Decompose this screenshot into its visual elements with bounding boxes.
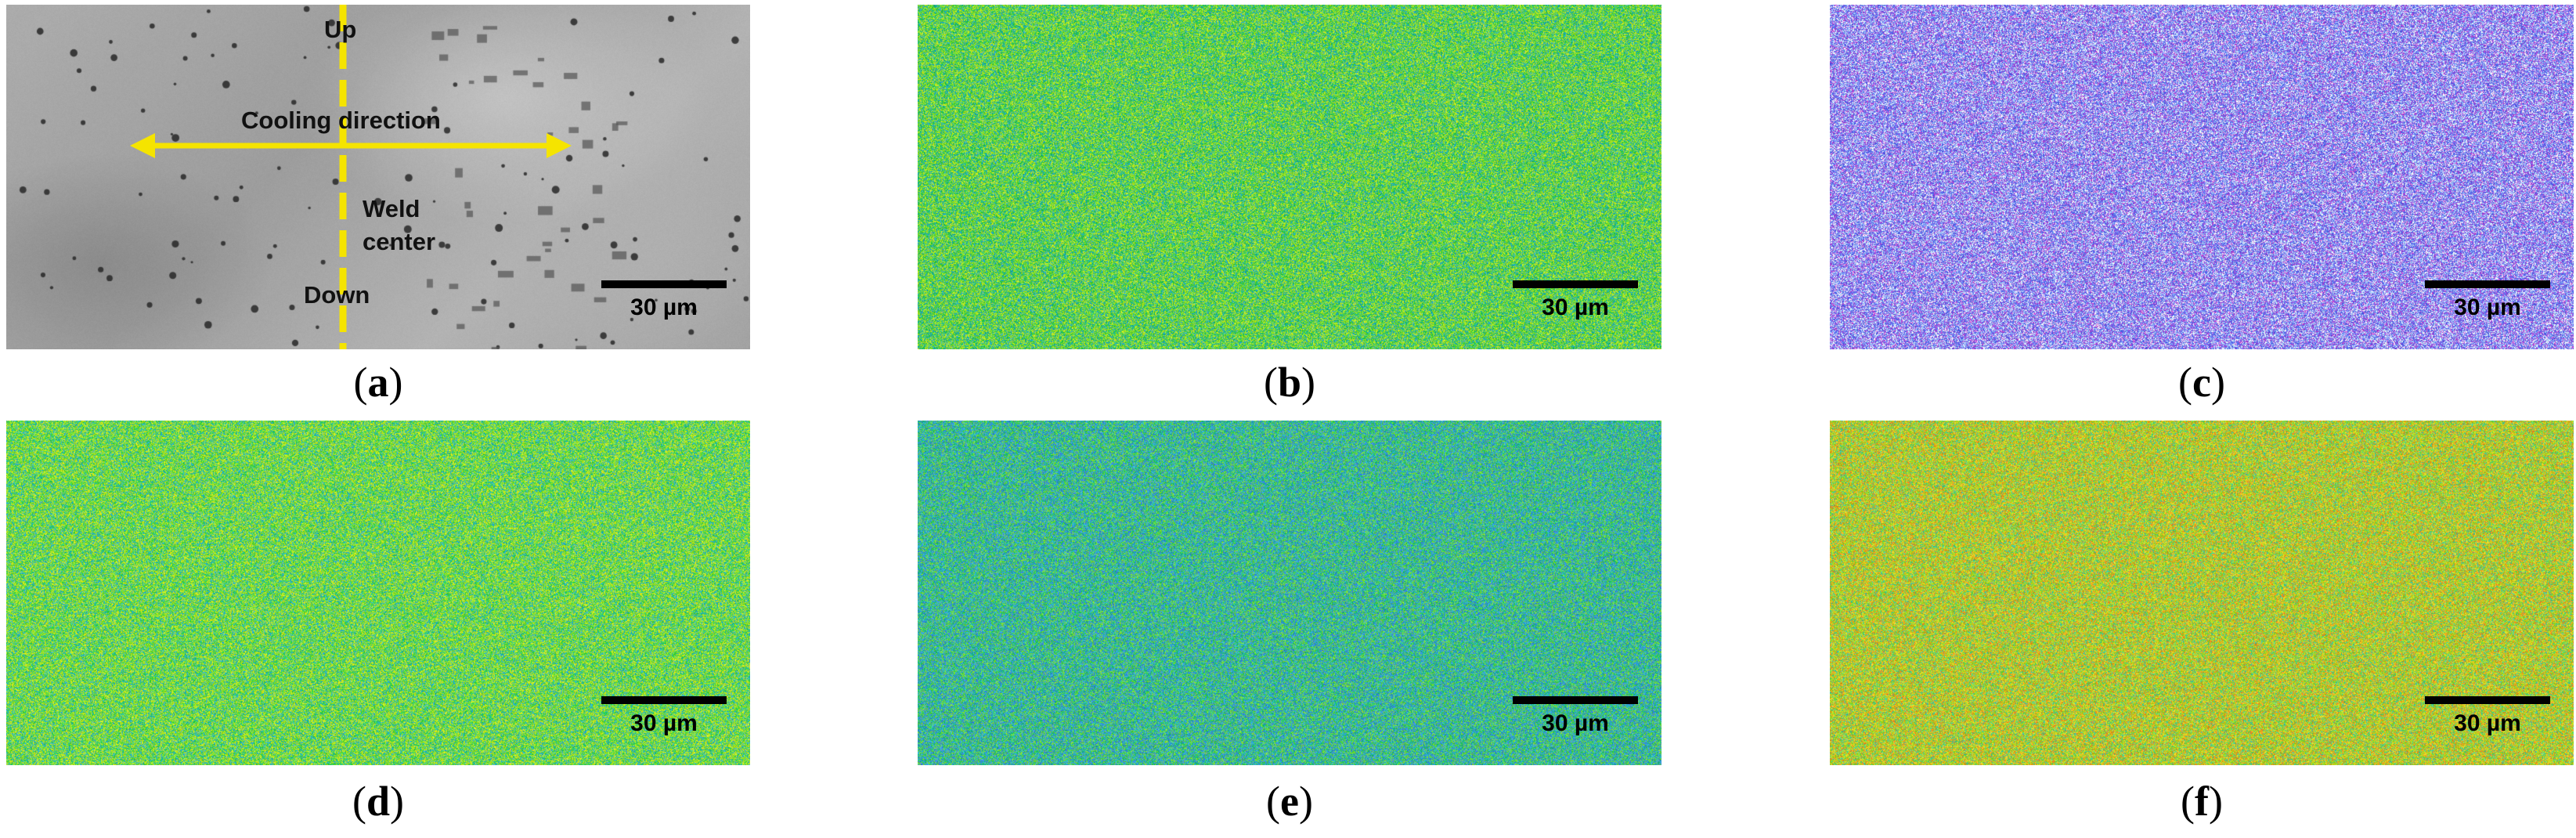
label-cooling-direction: Cooling direction: [241, 107, 441, 134]
element-map-d-image: [6, 421, 750, 765]
scale-bar: 30 µm: [2425, 280, 2550, 327]
element-map-f-image: [1830, 421, 2574, 765]
label-weld-line1: Weld: [363, 195, 420, 222]
scale-bar-label: 30 µm: [2454, 294, 2521, 320]
scale-bar-label: 30 µm: [1542, 710, 1609, 736]
scale-bar: 30 µm: [2425, 696, 2550, 743]
sem-micrograph-panel: Up Cooling direction Weld center Down 30…: [6, 5, 750, 349]
caption-a: (a): [353, 359, 403, 406]
scale-bar-line: [2425, 280, 2550, 288]
scale-bar: 30 µm: [1513, 280, 1638, 327]
caption-letter: d: [366, 778, 391, 825]
label-down: Down: [304, 281, 370, 309]
element-map-b: 30 µm: [918, 5, 1661, 349]
caption-letter: a: [367, 359, 389, 406]
element-map-e-image: [918, 421, 1661, 765]
caption-letter: b: [1277, 359, 1302, 406]
scale-bar-line: [1513, 280, 1638, 288]
scale-bar-line: [601, 696, 727, 704]
scale-bar-label: 30 µm: [2454, 710, 2521, 736]
element-map-c-image: [1830, 5, 2574, 349]
caption-letter: c: [2192, 359, 2211, 406]
arrow-head-left: [130, 133, 155, 158]
element-map-b-image: [918, 5, 1661, 349]
scale-bar-line: [2425, 696, 2550, 704]
caption-letter: e: [1280, 778, 1299, 825]
label-up: Up: [324, 16, 357, 43]
annotation-overlay: [130, 5, 572, 349]
label-weld-line2: center: [363, 228, 436, 255]
caption-b: (b): [1263, 359, 1315, 406]
scale-bar: 30 µm: [601, 280, 727, 327]
arrow-head-right: [547, 133, 572, 158]
element-map-c: 30 µm: [1830, 5, 2574, 349]
scale-bar: 30 µm: [601, 696, 727, 743]
caption-e: (e): [1266, 778, 1313, 825]
caption-f: (f): [2181, 778, 2223, 825]
scale-bar-label: 30 µm: [630, 710, 698, 736]
caption-d: (d): [352, 778, 404, 825]
scale-bar-line: [1513, 696, 1638, 704]
element-map-f: 30 µm: [1830, 421, 2574, 765]
caption-letter: f: [2195, 778, 2209, 825]
sem-texture: [6, 5, 750, 349]
scale-bar-label: 30 µm: [630, 294, 698, 320]
scale-bar-line: [601, 280, 727, 288]
label-weld-center: Weld center: [363, 193, 435, 258]
scale-bar-label: 30 µm: [1542, 294, 1609, 320]
element-map-d: 30 µm: [6, 421, 750, 765]
scale-bar: 30 µm: [1513, 696, 1638, 743]
element-map-e: 30 µm: [918, 421, 1661, 765]
caption-c: (c): [2178, 359, 2225, 406]
